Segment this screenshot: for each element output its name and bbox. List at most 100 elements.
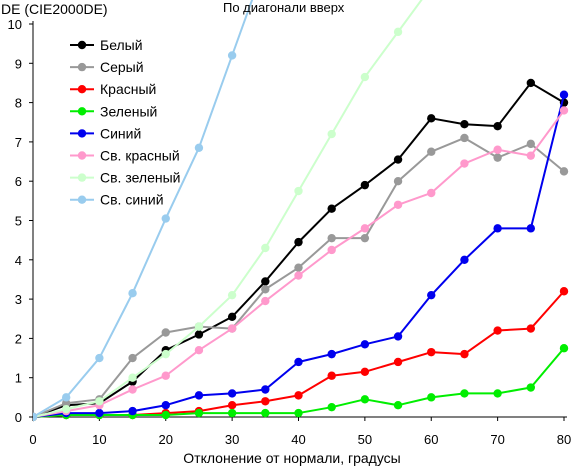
series-3-point — [559, 287, 569, 296]
series-5-point — [460, 255, 469, 264]
series-3-point — [427, 347, 436, 357]
legend-item: Св. красный — [70, 148, 180, 164]
series-5-point — [227, 389, 237, 398]
series-7-point — [95, 397, 104, 406]
series-1-point — [526, 78, 536, 88]
series-4-point — [559, 344, 569, 353]
y-tick-label: 0 — [15, 410, 22, 425]
x-tick-label: 10 — [92, 432, 106, 447]
legend-label: Красный — [100, 81, 156, 97]
legend-item: Красный — [70, 81, 156, 97]
series-4-point — [360, 395, 370, 404]
legend-label: Зеленый — [100, 103, 157, 119]
series-8-point — [194, 143, 204, 152]
series-5-line — [33, 94, 565, 418]
series-6-point — [161, 371, 170, 380]
y-tick-label: 8 — [15, 96, 22, 111]
series-6-point — [261, 296, 270, 306]
x-tick-label: 60 — [424, 432, 438, 447]
series-7 — [33, 0, 423, 422]
series-4-point — [227, 408, 237, 418]
legend-item: Синий — [70, 125, 141, 141]
series-2-point — [161, 328, 170, 337]
series-2-point — [261, 285, 270, 294]
series-2 — [33, 133, 569, 422]
series-5-point — [393, 332, 403, 341]
series-6-point — [526, 151, 536, 160]
x-ticks: 0 10 20 30 40 50 60 70 80 — [29, 417, 571, 447]
x-tick-label: 80 — [557, 432, 571, 447]
series-3-point — [393, 357, 403, 367]
series-5-point — [194, 391, 204, 400]
series-6-point — [393, 200, 403, 209]
legend-item: Св. зеленый — [70, 170, 180, 186]
series-6-point — [427, 188, 436, 198]
legend-swatch-marker — [77, 151, 87, 160]
x-tick-label: 30 — [225, 432, 239, 447]
legend-swatch-marker — [77, 129, 87, 138]
x-axis-title: Отклонение от нормали, градусы — [183, 450, 400, 466]
chart-title: По диагонали вверх — [223, 0, 345, 15]
series-2-point — [61, 399, 71, 408]
legend-item: Серый — [70, 59, 144, 75]
series-4 — [33, 344, 569, 422]
series-2-point — [460, 133, 469, 143]
legend-swatch-marker — [77, 40, 87, 50]
series-5-point — [294, 357, 303, 367]
y-axis-title: DE (CIE2000DE) — [1, 1, 108, 17]
y-tick-label: 6 — [15, 174, 22, 189]
series-1-point — [261, 277, 270, 286]
series-8-point — [95, 353, 104, 363]
series-3-point — [294, 391, 303, 400]
series-2-point — [559, 167, 569, 176]
series-6-point — [227, 324, 237, 333]
series-2-point — [393, 177, 403, 186]
series-7-point — [194, 322, 204, 331]
x-tick-label: 0 — [29, 432, 36, 447]
series-2-point — [294, 263, 303, 272]
series-4-point — [194, 408, 204, 418]
legend: Белый Серый Красный Зеленый Синий Св. красный… — [70, 37, 180, 208]
legend-swatch-marker — [77, 173, 87, 182]
series-1-point — [360, 180, 370, 190]
y-tick-label: 9 — [15, 56, 22, 71]
series-5-point — [128, 406, 137, 416]
series-6-point — [460, 159, 469, 168]
y-tick-label: 3 — [15, 292, 22, 307]
series-4-point — [427, 393, 436, 402]
series-7-point — [360, 72, 370, 82]
y-tick-label: 1 — [15, 371, 22, 386]
series-layer — [33, 0, 569, 422]
series-5-point — [95, 408, 104, 418]
series-8-line — [33, 0, 254, 418]
series-3-point — [526, 324, 536, 333]
series-8-point — [128, 289, 137, 298]
y-tick-label: 4 — [15, 253, 22, 268]
series-1-point — [393, 155, 403, 164]
series-1-point — [294, 237, 303, 247]
series-6-point — [360, 224, 370, 233]
series-2-point — [427, 147, 436, 156]
series-1-point — [194, 330, 204, 339]
series-3-point — [460, 349, 469, 359]
series-6-point — [294, 271, 303, 280]
series-5-point — [526, 224, 536, 233]
legend-item: Зеленый — [70, 103, 157, 119]
axes: 0 1 2 3 4 5 6 7 8 9 10 0 10 20 30 40 50 60 70 80 — [8, 17, 571, 447]
series-4-point — [294, 408, 303, 418]
series-7-point — [161, 349, 170, 359]
legend-item: Белый — [70, 37, 143, 53]
series-2-point — [493, 153, 502, 162]
series-6-point — [493, 145, 502, 154]
series-8 — [33, 0, 254, 422]
series-7-point — [393, 27, 403, 37]
series-6-point — [194, 345, 204, 355]
legend-swatch-marker — [77, 85, 87, 94]
series-8-point — [227, 51, 237, 60]
series-3-point — [360, 367, 370, 377]
x-tick-label: 50 — [358, 432, 372, 447]
series-4-point — [460, 389, 469, 398]
y-tick-label: 2 — [15, 331, 22, 346]
series-7-point — [227, 290, 237, 300]
